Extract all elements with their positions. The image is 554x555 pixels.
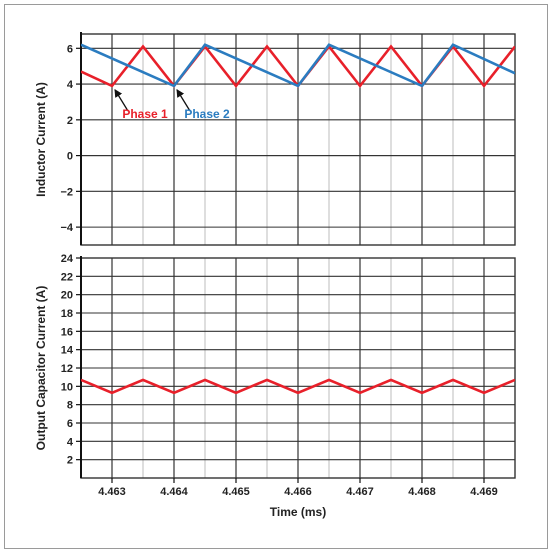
chart-panel-2: 24 22 20 18 16 14 12 10 8 6 4 2 Output Capacitor Cur… xyxy=(34,253,516,519)
annotation-label-1: Phase 1 xyxy=(122,107,168,121)
annotation-label-2: Phase 2 xyxy=(184,107,230,121)
x-tick-label: 4.465 xyxy=(222,486,250,498)
y-tick-label: 6 xyxy=(67,43,73,55)
y-axis-label: Output Capacitor Current (A) xyxy=(34,286,48,451)
x-tick-label: 4.468 xyxy=(408,486,436,498)
y-tick-label: 22 xyxy=(61,271,73,283)
x-tick-label: 4.469 xyxy=(470,486,498,498)
y-tick-label: 24 xyxy=(61,253,74,265)
y-tick-label: 4 xyxy=(67,79,74,91)
series-line-phase-2 xyxy=(81,43,515,88)
y-tick-label: 18 xyxy=(61,308,73,320)
x-tick-label: 4.463 xyxy=(98,486,126,498)
y-tick-label: 6 xyxy=(67,418,73,430)
y-tick-label: −4 xyxy=(60,222,73,234)
x-tick-label: 4.464 xyxy=(160,486,188,498)
y-tick-label: 12 xyxy=(61,363,73,375)
x-axis-label: Time (ms) xyxy=(270,505,326,519)
y-axis-label: Inductor Current (A) xyxy=(34,82,48,197)
chart-panel-1: 6 4 2 0 −2 −4 Inductor Current (A) Phase 1 Phase… xyxy=(34,32,516,246)
y-tick-label: 14 xyxy=(61,345,74,357)
y-tick-label: 2 xyxy=(67,455,73,467)
series-line-capacitor-current xyxy=(81,378,515,395)
annotation-arrow-1 xyxy=(114,89,129,112)
y-tick-label: 10 xyxy=(61,381,73,393)
y-tick-label: 0 xyxy=(67,151,73,163)
y-tick-label: 8 xyxy=(67,400,73,412)
x-tick-label: 4.466 xyxy=(284,486,312,498)
y-tick-label: 4 xyxy=(67,436,74,448)
x-tick-label: 4.467 xyxy=(346,486,374,498)
annotation-arrow-2 xyxy=(176,89,191,112)
y-tick-label: 16 xyxy=(61,326,73,338)
y-tick-label: 20 xyxy=(61,290,73,302)
y-tick-label: −2 xyxy=(60,186,73,198)
y-tick-label: 2 xyxy=(67,115,73,127)
